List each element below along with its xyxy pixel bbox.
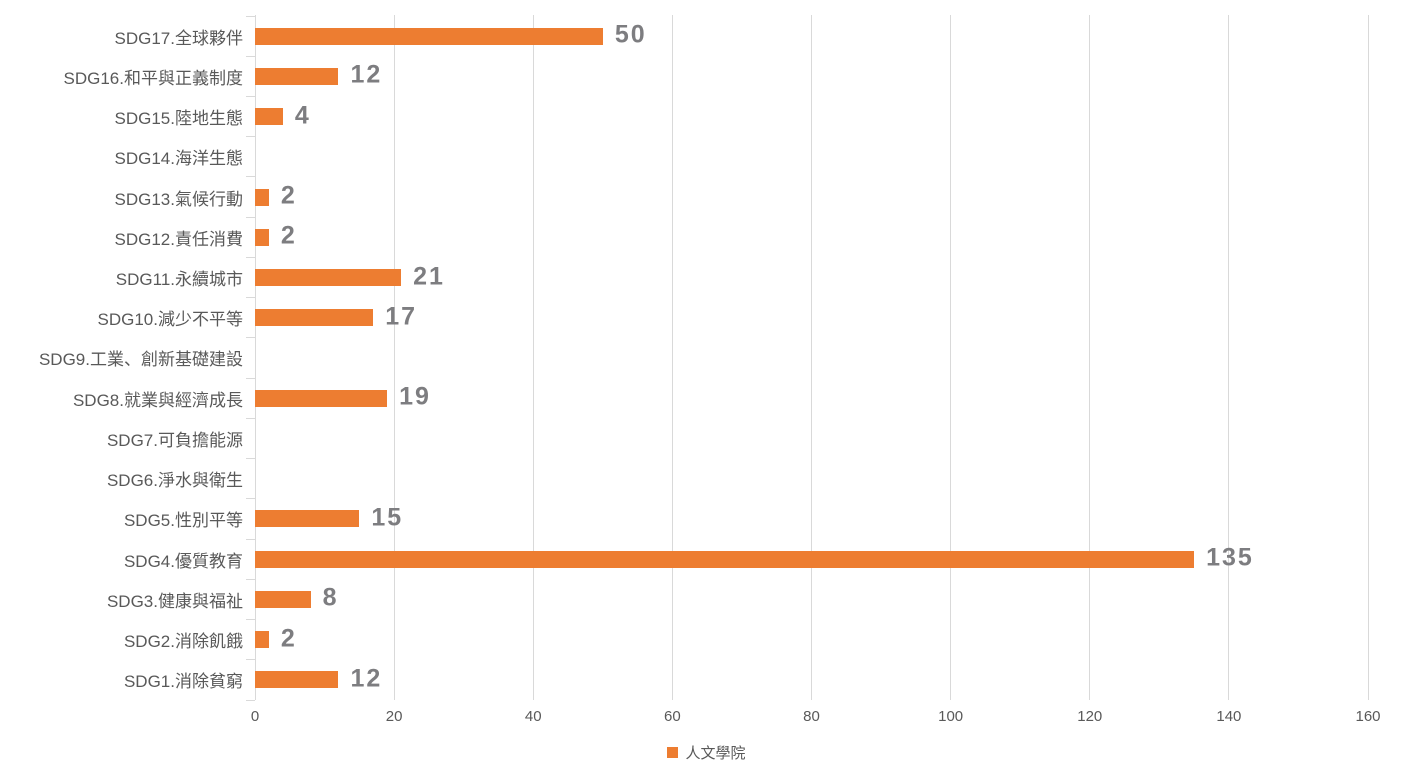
bar xyxy=(255,631,269,649)
data-label: 135 xyxy=(1206,543,1254,572)
gridline xyxy=(1367,15,1369,700)
x-tick-label: 0 xyxy=(250,708,260,725)
bar xyxy=(255,389,388,407)
category-label: SDG15.陸地生態 xyxy=(114,109,243,129)
data-label: 12 xyxy=(350,60,383,89)
category-label: SDG11.永續城市 xyxy=(115,270,243,290)
bar xyxy=(255,27,603,45)
data-label: 4 xyxy=(294,100,311,129)
data-label: 2 xyxy=(280,623,297,652)
category-axis-tick xyxy=(246,578,255,580)
category-axis-tick xyxy=(246,256,255,258)
category-label: SDG13.氣候行動 xyxy=(114,189,243,209)
legend: 人文學院 xyxy=(0,742,1413,763)
bar xyxy=(255,309,374,327)
category-axis-tick xyxy=(246,15,255,17)
category-label: SDG3.健康與福祉 xyxy=(106,591,243,611)
x-tick-label: 40 xyxy=(524,708,542,725)
category-label: SDG7.可負擔能源 xyxy=(106,430,243,450)
x-tick-label: 80 xyxy=(803,708,820,725)
bar xyxy=(255,550,1195,568)
legend-swatch-icon xyxy=(667,747,679,758)
bar xyxy=(255,67,339,85)
data-label: 8 xyxy=(322,583,339,612)
category-label: SDG10.減少不平等 xyxy=(97,310,243,330)
category-label: SDG8.就業與經濟成長 xyxy=(72,390,243,410)
data-label: 2 xyxy=(280,221,297,250)
category-label: SDG5.性別平等 xyxy=(123,511,243,531)
gridline xyxy=(671,15,673,700)
legend-label: 人文學院 xyxy=(685,745,746,762)
category-axis-tick xyxy=(246,458,255,460)
data-label: 15 xyxy=(371,503,404,532)
gridline xyxy=(811,15,812,700)
category-label: SDG12.責任消費 xyxy=(114,229,243,249)
x-tick-label: 140 xyxy=(1216,708,1242,725)
data-label: 19 xyxy=(399,382,431,411)
category-label: SDG17.全球夥伴 xyxy=(114,28,243,48)
category-axis-tick xyxy=(246,538,255,540)
category-axis-tick xyxy=(246,337,255,339)
bar xyxy=(255,590,311,608)
category-axis-tick xyxy=(246,55,255,57)
bar xyxy=(255,228,269,246)
category-axis-tick xyxy=(246,216,255,218)
category-label: SDG6.淨水與衛生 xyxy=(106,471,243,491)
category-label: SDG14.海洋生態 xyxy=(114,149,243,169)
data-label: 17 xyxy=(385,302,418,331)
bar xyxy=(255,108,283,126)
data-label: 12 xyxy=(350,664,383,693)
category-axis-tick xyxy=(246,136,255,138)
data-label: 2 xyxy=(280,181,297,210)
bar xyxy=(255,188,269,206)
x-tick-label: 60 xyxy=(664,708,681,725)
data-label: 50 xyxy=(614,20,647,49)
x-tick-label: 160 xyxy=(1355,708,1381,725)
bar xyxy=(255,671,339,689)
gridline xyxy=(532,15,534,700)
category-axis-tick xyxy=(246,176,255,178)
category-axis-tick xyxy=(246,377,255,379)
value-axis-line xyxy=(254,15,256,700)
category-label: SDG16.和平與正義制度 xyxy=(63,68,243,88)
category-label: SDG9.工業、創新基礎建設 xyxy=(38,350,243,370)
category-axis-tick xyxy=(246,95,255,97)
bar xyxy=(255,269,402,287)
category-label: SDG4.優質教育 xyxy=(123,551,243,571)
gridline xyxy=(393,15,395,700)
category-label: SDG1.消除貧窮 xyxy=(123,672,243,692)
x-tick-label: 120 xyxy=(1077,708,1103,725)
gridline xyxy=(1228,15,1230,700)
category-axis-tick xyxy=(246,699,255,701)
data-label: 21 xyxy=(413,261,445,290)
category-axis-tick xyxy=(246,498,255,500)
gridline xyxy=(950,15,952,700)
category-label: SDG2.消除飢餓 xyxy=(123,632,243,652)
gridline xyxy=(1089,15,1091,700)
category-axis-tick xyxy=(246,619,255,621)
x-tick-label: 20 xyxy=(385,708,403,725)
category-axis-tick xyxy=(246,417,255,419)
category-axis-tick xyxy=(246,297,255,299)
category-axis-tick xyxy=(246,659,255,661)
bar xyxy=(255,510,360,528)
x-tick-label: 100 xyxy=(938,708,964,725)
